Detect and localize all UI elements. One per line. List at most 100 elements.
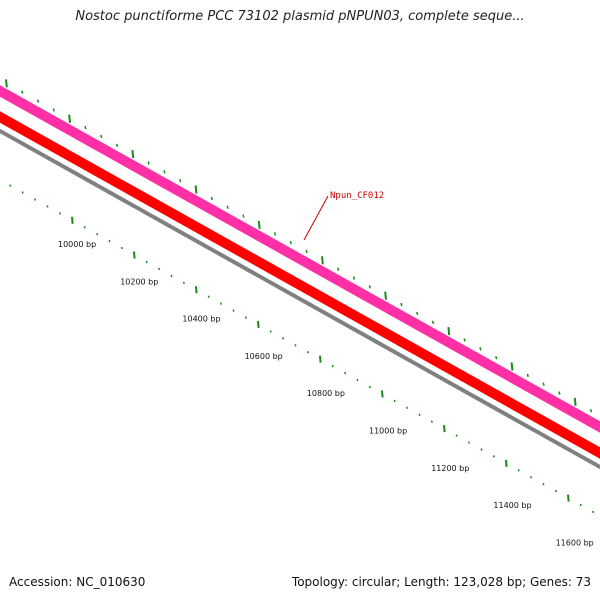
gene-label-leader-line <box>303 195 329 241</box>
gc-skew-tick <box>115 143 119 147</box>
gc-skew-tick <box>337 267 340 271</box>
scale-tick <box>344 371 347 375</box>
gc-skew-tick <box>510 362 514 371</box>
scale-tick <box>492 455 495 458</box>
gc-skew-tick <box>495 355 498 360</box>
scale-tick <box>46 205 49 208</box>
scale-tick <box>567 494 570 502</box>
scale-tick <box>269 330 272 333</box>
scale-tick <box>455 434 458 437</box>
gc-skew-tick <box>589 409 593 413</box>
gene-label-npun-cf012[interactable]: Npun_CF012 <box>330 191 384 201</box>
gc-skew-tick <box>273 232 277 236</box>
scale-tick <box>393 399 396 403</box>
scale-tick <box>170 274 173 278</box>
reverse-cds-band[interactable] <box>0 111 600 459</box>
gc-skew-tick <box>100 134 103 139</box>
plasmid-ring-layer <box>0 85 600 470</box>
scale-tick <box>282 337 285 340</box>
gc-skew-tick <box>210 196 213 201</box>
gc-skew-tick <box>558 391 561 395</box>
gene-annotation-layer: Npun_CF012 <box>303 191 384 241</box>
base-scale-layer: 10000 bp 10200 bp 10400 bp 10600 bp 10800 bp… <box>9 184 595 547</box>
gc-skew-tick <box>131 150 135 159</box>
scale-tick <box>430 420 433 423</box>
gc-skew-tick <box>257 220 261 230</box>
map-summary-text: Topology: circular; Length: 123,028 bp; … <box>291 575 591 589</box>
scale-tick <box>257 320 260 329</box>
scale-tick <box>195 286 198 294</box>
scale-tick <box>505 459 508 467</box>
gc-skew-tick <box>194 185 198 194</box>
gc-skew-tick <box>542 382 545 386</box>
gc-skew-tick-layer <box>5 79 593 413</box>
gc-skew-tick <box>479 347 482 351</box>
gc-skew-tick <box>368 285 371 289</box>
scale-tick <box>319 355 322 363</box>
gc-skew-tick <box>179 178 182 183</box>
scale-tick <box>381 390 384 398</box>
scale-tick <box>145 260 148 264</box>
gc-skew-tick <box>226 205 229 209</box>
scale-tick <box>331 364 334 368</box>
scale-tick <box>182 281 185 285</box>
map-title: Nostoc punctiforme PCC 73102 plasmid pNP… <box>75 9 525 24</box>
scale-tick <box>554 489 557 493</box>
gc-skew-tick <box>463 338 466 342</box>
scale-tick-label: 11400 bp <box>493 501 531 510</box>
scale-tick <box>418 413 421 416</box>
gc-skew-tick <box>147 161 150 165</box>
scale-tick-label: 10600 bp <box>245 352 283 361</box>
scale-tick <box>542 482 545 486</box>
scale-tick <box>71 216 74 224</box>
scale-tick-label: 10400 bp <box>182 315 220 324</box>
scale-tick <box>108 239 111 243</box>
forward-cds-band[interactable] <box>0 85 600 433</box>
scale-tick <box>133 251 136 259</box>
scale-tick <box>34 198 37 201</box>
gc-skew-tick <box>400 302 403 307</box>
scale-tick <box>207 295 210 298</box>
gc-skew-tick <box>573 397 577 406</box>
gc-skew-tick <box>526 373 529 378</box>
scale-tick <box>220 302 223 305</box>
scale-tick-label: 11200 bp <box>431 464 469 473</box>
scale-tick <box>244 316 247 319</box>
scale-tick-label: 10800 bp <box>307 389 345 398</box>
scale-tick <box>9 184 12 187</box>
gc-skew-tick <box>384 291 387 300</box>
gc-skew-tick <box>36 99 40 103</box>
scale-tick <box>158 267 161 271</box>
backbone-line <box>0 128 600 470</box>
scale-tick <box>21 191 24 194</box>
scale-tick <box>232 309 235 312</box>
scale-tick <box>480 448 483 451</box>
gc-skew-tick <box>447 327 451 336</box>
gc-skew-tick <box>416 311 419 316</box>
scale-tick <box>96 232 99 236</box>
gc-skew-tick <box>68 114 71 123</box>
scale-tick-label: 10200 bp <box>120 277 158 286</box>
scale-tick <box>120 246 123 250</box>
scale-tick <box>443 425 446 433</box>
gc-skew-tick <box>289 240 292 245</box>
scale-tick <box>406 406 409 410</box>
gc-skew-tick <box>163 170 166 174</box>
scale-tick <box>468 441 471 444</box>
scale-tick <box>530 476 533 479</box>
gc-skew-tick <box>242 214 245 218</box>
gc-skew-tick <box>321 256 324 265</box>
gc-skew-tick <box>84 125 87 130</box>
scale-tick-label: 11000 bp <box>369 427 407 436</box>
gc-skew-tick <box>5 79 8 88</box>
scale-tick <box>58 212 61 215</box>
scale-tick <box>579 503 582 507</box>
gc-skew-tick <box>352 276 356 280</box>
scale-tick-label: 10000 bp <box>58 240 96 249</box>
gc-skew-tick <box>21 90 24 94</box>
scale-tick <box>306 351 309 354</box>
scale-tick <box>368 385 371 389</box>
scale-tick <box>592 510 595 514</box>
gc-skew-tick <box>52 108 55 112</box>
